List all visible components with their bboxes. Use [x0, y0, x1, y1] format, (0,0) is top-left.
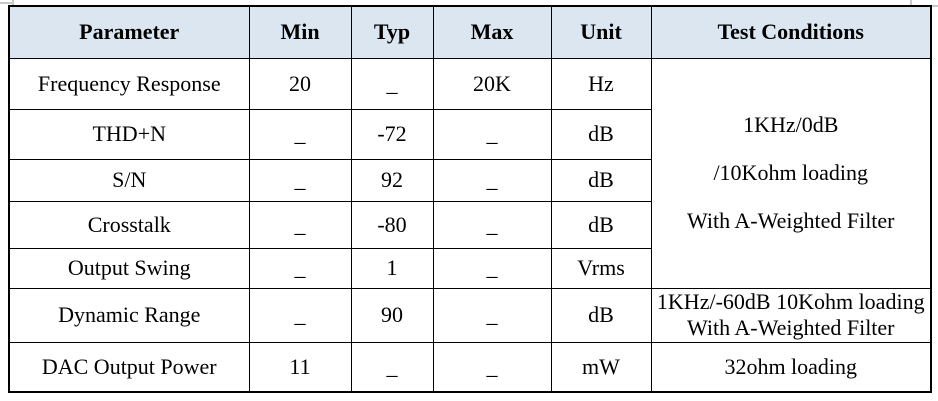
unit-cell: Vrms — [550, 247, 652, 289]
min-cell: _ — [248, 108, 352, 160]
typ-cell: 90 — [350, 287, 434, 343]
min-cell: _ — [248, 287, 352, 343]
parameter-cell: Crosstalk — [8, 200, 250, 249]
parameter-cell: Output Swing — [8, 247, 250, 289]
min-cell: _ — [248, 200, 352, 249]
test-conditions-line: With A-Weighted Filter — [686, 315, 895, 340]
table-row: THD+N _ -72 _ dB — [8, 108, 931, 160]
table-row: DAC Output Power 11 _ _ mW 32ohm loading — [8, 341, 932, 393]
column-header-unit: Unit — [550, 5, 652, 59]
typ-cell: -72 — [350, 108, 434, 160]
max-cell: _ — [432, 158, 552, 202]
max-cell: _ — [432, 108, 552, 160]
table-row: Crosstalk _ -80 _ dB — [8, 200, 931, 249]
unit-cell: dB — [550, 158, 652, 202]
column-header-typ: Typ — [350, 5, 434, 59]
parameter-cell: DAC Output Power — [8, 341, 250, 393]
min-cell: 20 — [248, 57, 352, 110]
crop-mark — [12, 0, 14, 6]
test-conditions-line: With A-Weighted Filter — [686, 208, 895, 233]
min-cell: 11 — [248, 341, 352, 393]
table-row: Dynamic Range _ 90 _ dB 1KHz/-60dB 10Koh… — [8, 287, 932, 343]
max-cell: _ — [432, 247, 552, 289]
min-cell: _ — [248, 158, 352, 202]
unit-cell: dB — [550, 287, 652, 343]
parameter-cell: THD+N — [8, 108, 250, 160]
typ-cell: 92 — [350, 158, 434, 202]
max-cell: 20K — [432, 57, 552, 110]
table-row: Frequency Response 20 _ 20K Hz 1KHz/0dB … — [8, 57, 932, 289]
crop-mark — [931, 5, 938, 7]
spec-table: Parameter Min Typ Max Unit Test Conditio… — [8, 5, 932, 393]
typ-cell: _ — [350, 57, 434, 110]
column-header-min: Min — [248, 5, 352, 59]
typ-cell: -80 — [350, 200, 434, 249]
column-header-max: Max — [432, 5, 552, 59]
min-cell: _ — [248, 247, 352, 289]
test-conditions-merged-cell: 1KHz/0dB /10Kohm loading With A-Weighted… — [650, 57, 932, 289]
column-header-test-conditions: Test Conditions — [650, 5, 932, 59]
typ-cell: 1 — [350, 247, 434, 289]
unit-cell: dB — [550, 200, 652, 249]
test-conditions-cell: 32ohm loading — [650, 341, 932, 393]
max-cell: _ — [432, 287, 552, 343]
column-header-parameter: Parameter — [8, 5, 250, 59]
table-row: Output Swing _ 1 _ Vrms — [8, 247, 931, 289]
parameter-cell: Frequency Response — [8, 57, 250, 110]
crop-mark — [0, 2, 14, 4]
unit-cell: Hz — [550, 57, 652, 110]
unit-cell: dB — [550, 108, 652, 160]
unit-cell: mW — [550, 341, 652, 393]
parameter-cell: Dynamic Range — [8, 287, 250, 343]
test-conditions-line: 1KHz/0dB — [743, 112, 839, 137]
typ-cell: _ — [350, 341, 434, 393]
table-row: S/N _ 92 _ dB — [8, 158, 931, 202]
header-row: Parameter Min Typ Max Unit Test Conditio… — [8, 5, 932, 59]
max-cell: _ — [432, 200, 552, 249]
crop-mark — [910, 0, 912, 6]
test-conditions-cell: 1KHz/-60dB 10Kohm loading With A-Weighte… — [650, 287, 932, 343]
max-cell: _ — [432, 341, 552, 393]
test-conditions-line: 1KHz/-60dB 10Kohm loading — [656, 289, 925, 314]
test-conditions-line: /10Kohm loading — [713, 160, 869, 185]
parameter-cell: S/N — [8, 158, 250, 202]
